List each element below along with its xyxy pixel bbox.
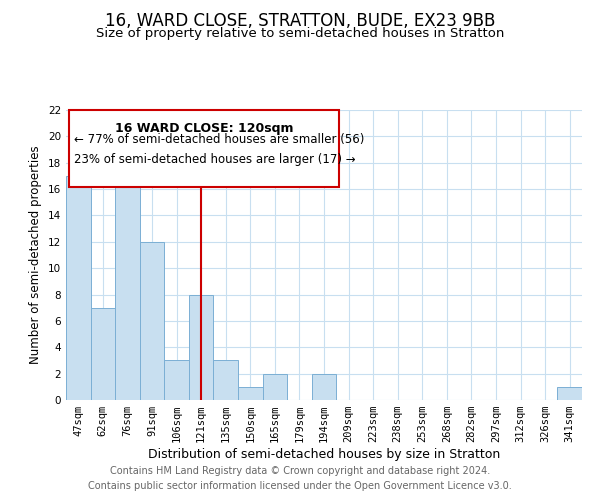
Bar xyxy=(312,374,336,400)
Text: Contains public sector information licensed under the Open Government Licence v3: Contains public sector information licen… xyxy=(88,481,512,491)
Y-axis label: Number of semi-detached properties: Number of semi-detached properties xyxy=(29,146,43,364)
Text: Contains HM Land Registry data © Crown copyright and database right 2024.: Contains HM Land Registry data © Crown c… xyxy=(110,466,490,476)
Text: 16, WARD CLOSE, STRATTON, BUDE, EX23 9BB: 16, WARD CLOSE, STRATTON, BUDE, EX23 9BB xyxy=(105,12,495,30)
Bar xyxy=(214,360,238,400)
Text: 16 WARD CLOSE: 120sqm: 16 WARD CLOSE: 120sqm xyxy=(115,122,293,134)
Bar xyxy=(263,374,287,400)
Bar xyxy=(91,308,115,400)
Bar xyxy=(557,387,582,400)
Bar xyxy=(189,294,214,400)
Bar xyxy=(238,387,263,400)
Bar xyxy=(140,242,164,400)
Bar xyxy=(115,162,140,400)
Text: Size of property relative to semi-detached houses in Stratton: Size of property relative to semi-detach… xyxy=(96,28,504,40)
Bar xyxy=(66,176,91,400)
X-axis label: Distribution of semi-detached houses by size in Stratton: Distribution of semi-detached houses by … xyxy=(148,448,500,461)
FancyBboxPatch shape xyxy=(68,110,340,187)
Text: ← 77% of semi-detached houses are smaller (56)
23% of semi-detached houses are l: ← 77% of semi-detached houses are smalle… xyxy=(74,134,364,166)
Bar xyxy=(164,360,189,400)
